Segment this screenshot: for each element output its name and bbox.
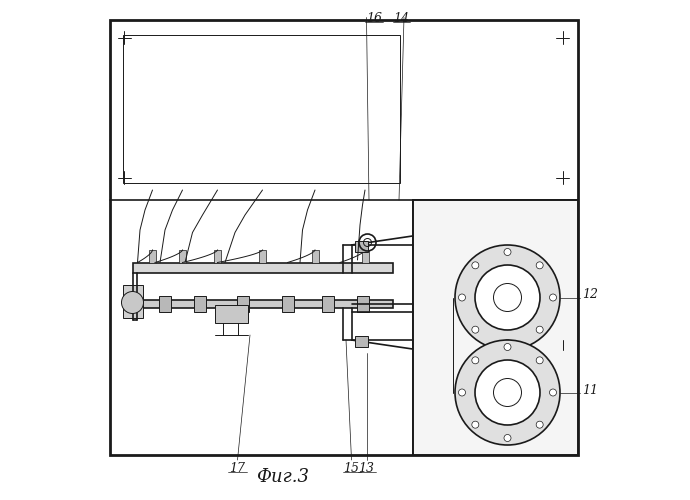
Text: 11: 11 <box>582 384 598 396</box>
Circle shape <box>549 389 557 396</box>
Circle shape <box>536 357 543 364</box>
Bar <box>194 296 206 312</box>
Circle shape <box>536 326 543 333</box>
Circle shape <box>472 357 479 364</box>
Circle shape <box>504 340 511 346</box>
Circle shape <box>458 294 466 301</box>
Bar <box>137 300 393 308</box>
Text: 17: 17 <box>230 462 246 475</box>
Text: 13: 13 <box>359 462 375 475</box>
Circle shape <box>504 344 511 350</box>
Text: Фиг.3: Фиг.3 <box>256 468 309 486</box>
Circle shape <box>549 294 557 301</box>
Bar <box>413 200 578 455</box>
Text: 12: 12 <box>582 288 598 302</box>
Circle shape <box>455 245 560 350</box>
Bar <box>132 262 393 272</box>
Circle shape <box>472 421 479 428</box>
Bar <box>159 296 171 312</box>
Bar <box>214 250 221 262</box>
Bar <box>357 296 368 312</box>
Circle shape <box>504 434 511 442</box>
Bar <box>149 250 156 262</box>
Bar <box>215 305 248 322</box>
Bar <box>355 240 368 252</box>
Circle shape <box>455 340 560 445</box>
Bar <box>282 296 293 312</box>
Circle shape <box>472 262 479 269</box>
Bar <box>322 296 333 312</box>
Bar <box>179 250 186 262</box>
Bar <box>413 200 578 455</box>
Circle shape <box>475 360 540 425</box>
Text: 15: 15 <box>344 462 359 475</box>
Circle shape <box>472 326 479 333</box>
Bar <box>355 336 368 346</box>
Bar <box>237 296 248 312</box>
Text: 16: 16 <box>366 12 382 26</box>
Circle shape <box>536 262 543 269</box>
Circle shape <box>121 292 144 314</box>
Bar <box>311 250 319 262</box>
Bar <box>123 285 143 318</box>
Bar <box>110 20 578 455</box>
Bar <box>259 250 266 262</box>
Circle shape <box>475 265 540 330</box>
Circle shape <box>504 248 511 256</box>
Circle shape <box>458 389 466 396</box>
Circle shape <box>536 421 543 428</box>
Text: 14: 14 <box>393 12 409 26</box>
Bar <box>123 35 400 182</box>
Bar <box>362 250 368 262</box>
